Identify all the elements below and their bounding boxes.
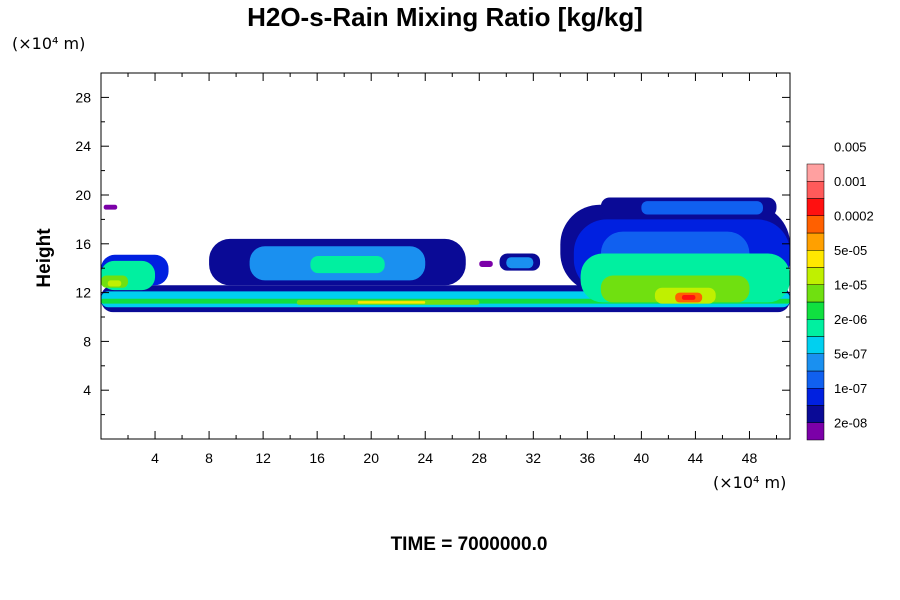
x-tick-label: 20 bbox=[363, 450, 379, 466]
x-tick-label: 12 bbox=[255, 450, 271, 466]
x-tick-label: 16 bbox=[309, 450, 325, 466]
colorbar-label: 0.005 bbox=[834, 139, 867, 154]
contour-region bbox=[107, 280, 122, 287]
colorbar-swatch bbox=[806, 181, 825, 199]
y-tick-label: 24 bbox=[75, 138, 91, 154]
contour-region bbox=[681, 295, 696, 300]
colorbar-swatch bbox=[806, 388, 825, 406]
x-tick-label: 48 bbox=[742, 450, 758, 466]
colorbar-swatch bbox=[806, 163, 825, 182]
x-tick-label: 36 bbox=[580, 450, 596, 466]
colorbar-label: 5e-07 bbox=[834, 346, 867, 361]
colorbar-swatch bbox=[806, 232, 825, 251]
x-tick-label: 4 bbox=[151, 450, 159, 466]
contour-region bbox=[479, 260, 493, 267]
x-tick-label: 24 bbox=[417, 450, 433, 466]
x-tick-label: 8 bbox=[205, 450, 213, 466]
colorbar-label: 1e-07 bbox=[834, 381, 867, 396]
colorbar-swatch bbox=[806, 250, 825, 268]
colorbar-label: 1e-05 bbox=[834, 277, 867, 292]
colorbar-swatch bbox=[806, 319, 825, 337]
contour-region bbox=[103, 204, 118, 210]
y-unit-label: (×10⁴ m) bbox=[12, 34, 85, 53]
contour-region bbox=[641, 201, 763, 215]
y-axis-label: Height bbox=[34, 228, 55, 288]
y-tick-label: 16 bbox=[75, 236, 91, 252]
colorbar-swatch bbox=[806, 267, 825, 285]
y-tick-label: 8 bbox=[83, 333, 91, 349]
x-tick-label: 44 bbox=[688, 450, 704, 466]
contour-region bbox=[310, 256, 385, 274]
colorbar: 2e-08 1e-07 5e-07 2e-06 1e-05 5e-05 0.0002 0.00… bbox=[806, 139, 874, 441]
plot-frame bbox=[100, 72, 791, 440]
colorbar-swatch bbox=[806, 336, 825, 354]
time-label: TIME = 7000000.0 bbox=[391, 534, 548, 555]
colorbar-swatch bbox=[806, 301, 825, 320]
x-tick-label: 40 bbox=[634, 450, 650, 466]
colorbar-swatch bbox=[806, 405, 825, 423]
contour-fills bbox=[101, 197, 790, 313]
contour-region bbox=[357, 301, 426, 304]
chart-title: H2O-s-Rain Mixing Ratio [kg/kg] bbox=[247, 2, 643, 32]
y-tick-label: 20 bbox=[75, 187, 91, 203]
colorbar-swatch bbox=[806, 284, 825, 303]
colorbar-swatch bbox=[806, 422, 825, 441]
colorbar-label: 0.0002 bbox=[834, 208, 874, 223]
y-tick-label: 4 bbox=[83, 382, 91, 398]
colorbar-label: 2e-06 bbox=[834, 312, 867, 327]
colorbar-label: 0.001 bbox=[834, 174, 867, 189]
colorbar-label: 2e-08 bbox=[834, 415, 867, 430]
colorbar-label: 5e-05 bbox=[834, 243, 867, 258]
x-tick-label: 32 bbox=[526, 450, 542, 466]
colorbar-swatch bbox=[806, 198, 825, 216]
y-tick-label: 28 bbox=[75, 89, 91, 105]
colorbar-swatch bbox=[806, 370, 825, 389]
colorbar-swatch bbox=[806, 353, 825, 372]
colorbar-swatch bbox=[806, 215, 825, 234]
x-tick-label: 28 bbox=[471, 450, 487, 466]
y-tick-label: 12 bbox=[75, 285, 91, 301]
contour-region bbox=[506, 257, 534, 269]
x-unit-label: (×10⁴ m) bbox=[713, 473, 786, 492]
plot-area bbox=[101, 197, 790, 313]
